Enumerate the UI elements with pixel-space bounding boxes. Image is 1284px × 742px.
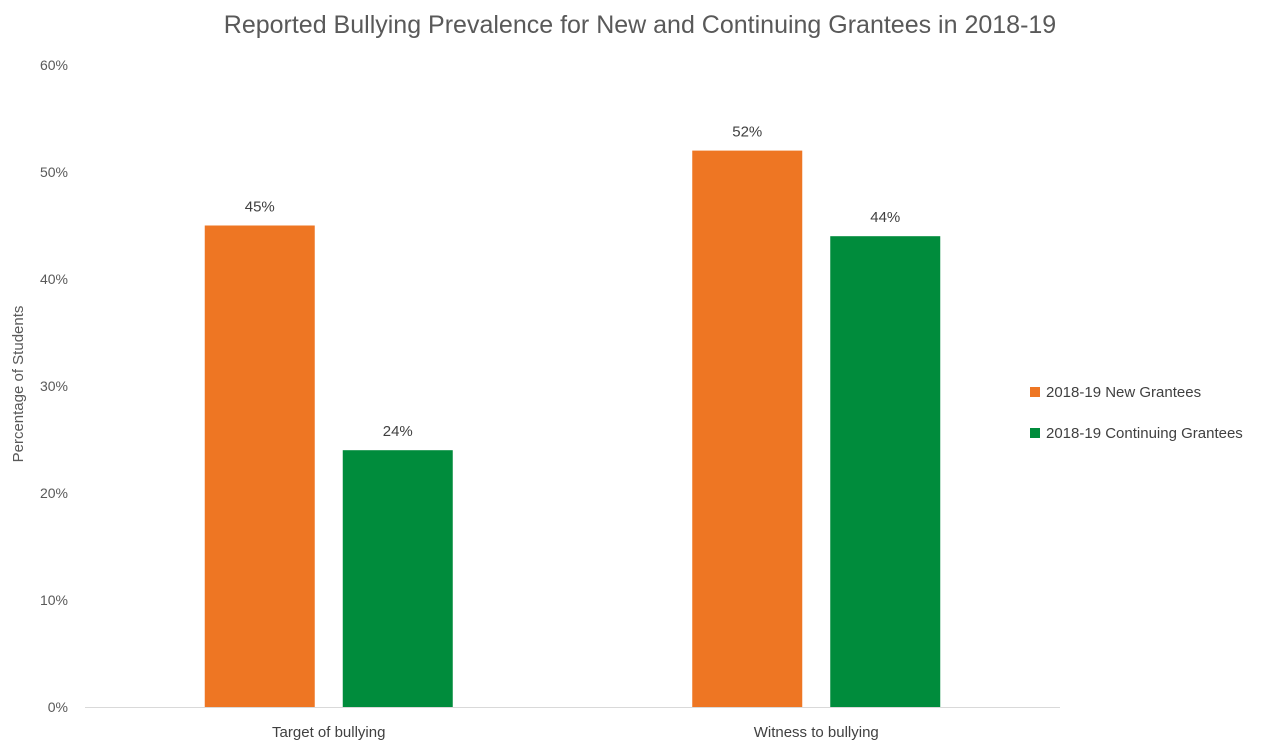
y-tick-label: 40% (40, 271, 68, 287)
legend-label: 2018-19 Continuing Grantees (1046, 425, 1243, 442)
category-labels-group: Target of bullying Witness to bullying (272, 724, 879, 741)
data-label: 24% (383, 423, 413, 440)
category-label: Witness to bullying (754, 724, 879, 741)
y-tick-label: 20% (40, 485, 68, 501)
y-tick-label: 50% (40, 164, 68, 180)
bar-new-target (204, 225, 315, 707)
legend-swatch (1030, 428, 1040, 438)
y-axis-ticks: 0% 10% 20% 30% 40% 50% 60% (40, 57, 68, 715)
y-axis-label: Percentage of Students (10, 306, 27, 463)
bars-group (204, 150, 941, 708)
y-tick-label: 10% (40, 592, 68, 608)
legend-label: 2018-19 New Grantees (1046, 384, 1201, 401)
y-tick-label: 0% (48, 699, 68, 715)
y-tick-label: 60% (40, 57, 68, 73)
y-tick-label: 30% (40, 378, 68, 394)
bar-continuing-target (342, 450, 453, 707)
legend-swatch (1030, 387, 1040, 397)
legend: 2018-19 New Grantees 2018-19 Continuing G… (1030, 384, 1243, 442)
data-label: 45% (245, 199, 275, 216)
data-label: 44% (870, 209, 900, 226)
category-label: Target of bullying (272, 724, 385, 741)
chart-title: Reported Bullying Prevalence for New and… (224, 11, 1056, 39)
bar-continuing-witness (830, 236, 941, 707)
data-labels-group: 45% 24% 52% 44% (245, 124, 901, 441)
bar-new-witness (692, 150, 803, 708)
data-label: 52% (732, 124, 762, 141)
